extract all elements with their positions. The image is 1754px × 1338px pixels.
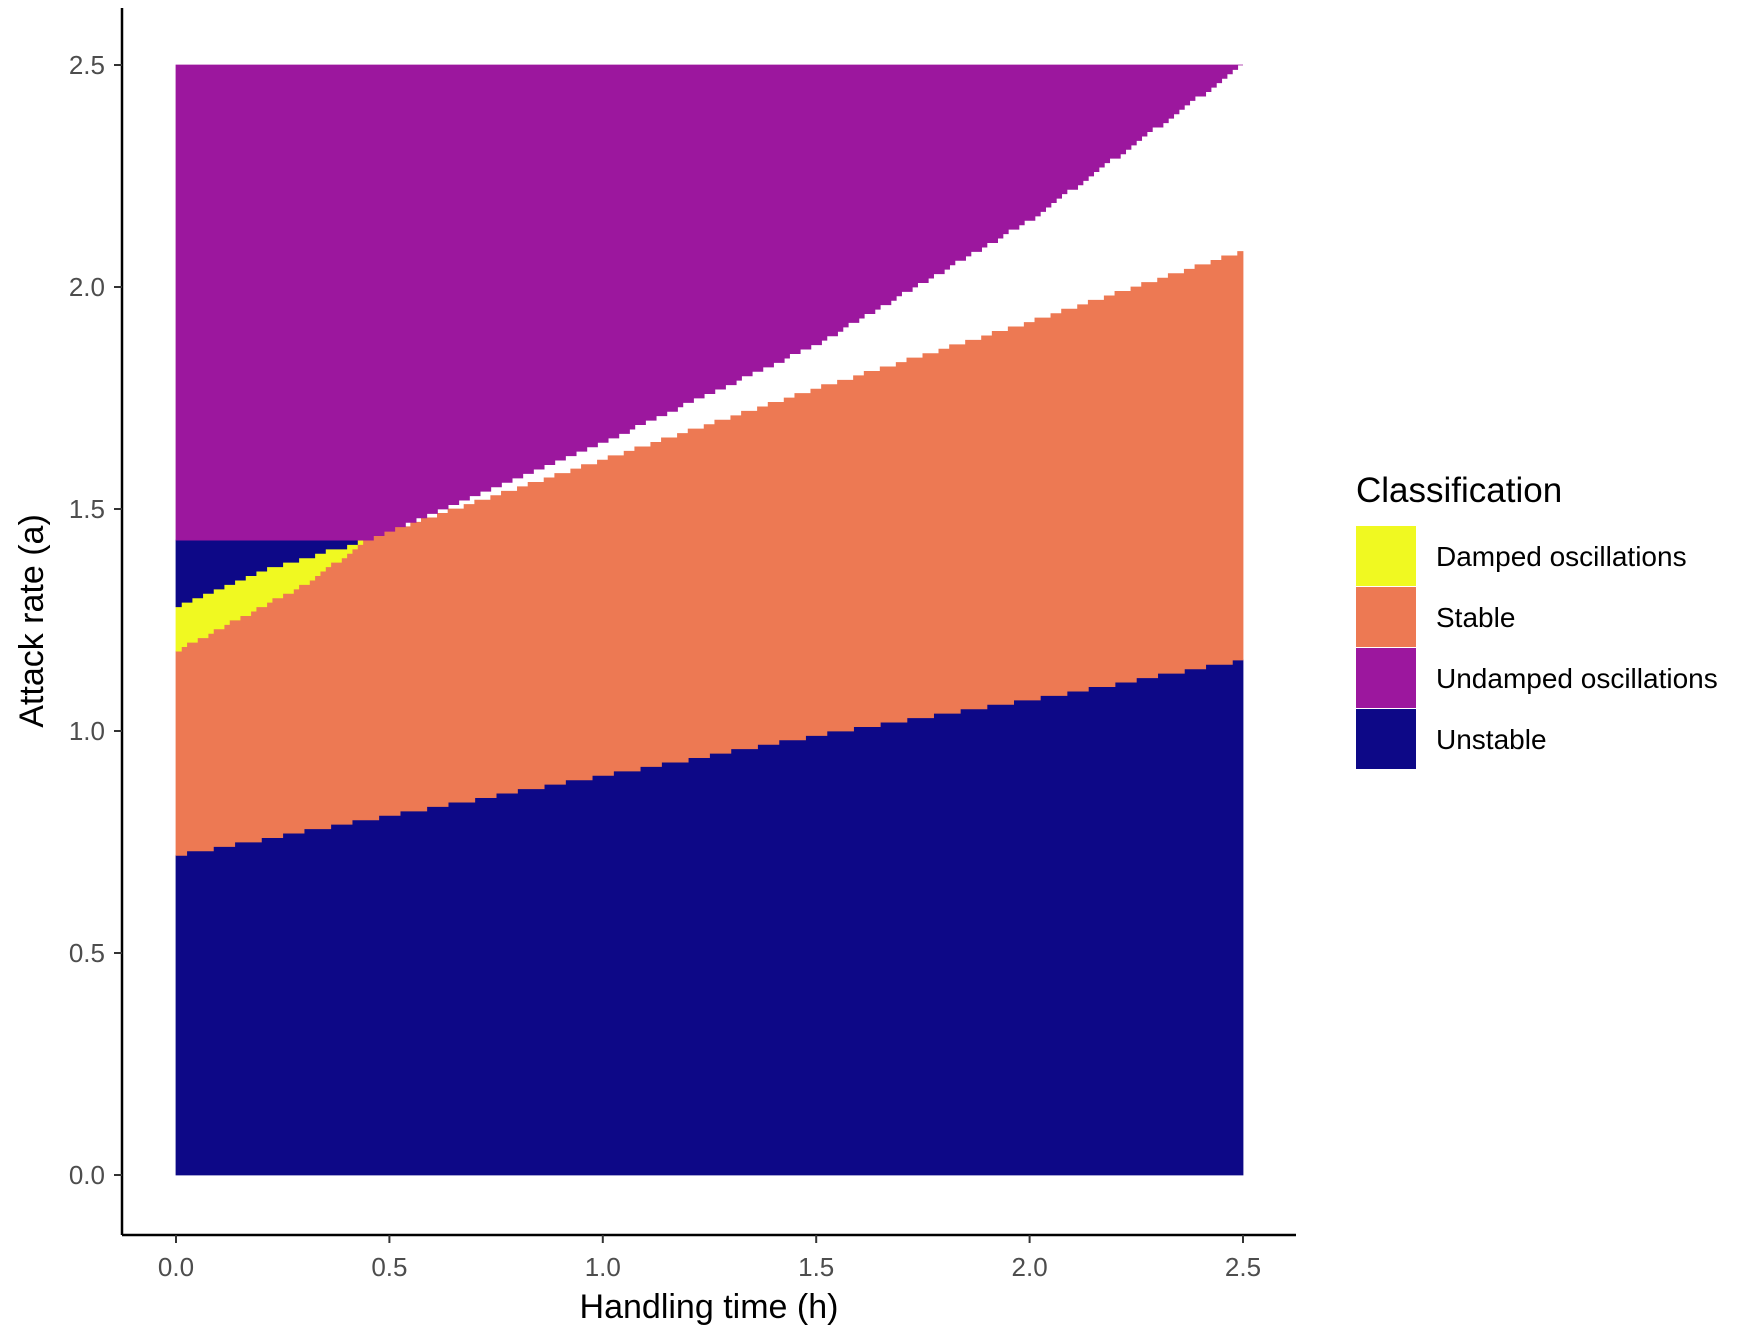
y-tick-label: 1.0 [69, 716, 105, 746]
y-tick-label: 2.5 [69, 50, 105, 80]
x-tick-label: 1.0 [585, 1252, 621, 1282]
x-tick-label: 2.0 [1012, 1252, 1048, 1282]
heatmap-regions [175, 64, 1244, 1176]
y-tick-label: 0.5 [69, 938, 105, 968]
legend-items: Damped oscillations Stable Undamped oscill… [1356, 526, 1718, 769]
y-axis-title: Attack rate (a) [13, 514, 51, 728]
y-tick-label: 0.0 [69, 1160, 105, 1190]
legend-label: Undamped oscillations [1436, 663, 1718, 694]
legend-label: Unstable [1436, 724, 1547, 755]
x-tick-label: 2.5 [1225, 1252, 1261, 1282]
x-tick-label: 0.0 [158, 1252, 194, 1282]
region-stable-1 [175, 251, 1244, 856]
y-tick-label: 1.5 [69, 494, 105, 524]
legend-swatch [1356, 526, 1416, 586]
legend-title: Classification [1356, 471, 1562, 510]
legend-swatch [1356, 648, 1416, 708]
y-tick-label: 2.0 [69, 272, 105, 302]
region-undamped-oscillations-4 [175, 64, 1243, 541]
legend-swatch [1356, 709, 1416, 769]
x-tick-label: 0.5 [371, 1252, 407, 1282]
legend-swatch [1356, 587, 1416, 647]
x-axis-title: Handling time (h) [580, 1288, 839, 1326]
legend-label: Damped oscillations [1436, 541, 1687, 572]
y-axis-ticks: 0.0 0.5 1.0 1.5 2.0 2.5 [69, 50, 122, 1190]
x-axis-ticks: 0.0 0.5 1.0 1.5 2.0 2.5 [158, 1235, 1261, 1282]
x-tick-label: 1.5 [798, 1252, 834, 1282]
legend: Classification Damped oscillations Stable… [1356, 471, 1718, 769]
legend-label: Stable [1436, 602, 1515, 633]
